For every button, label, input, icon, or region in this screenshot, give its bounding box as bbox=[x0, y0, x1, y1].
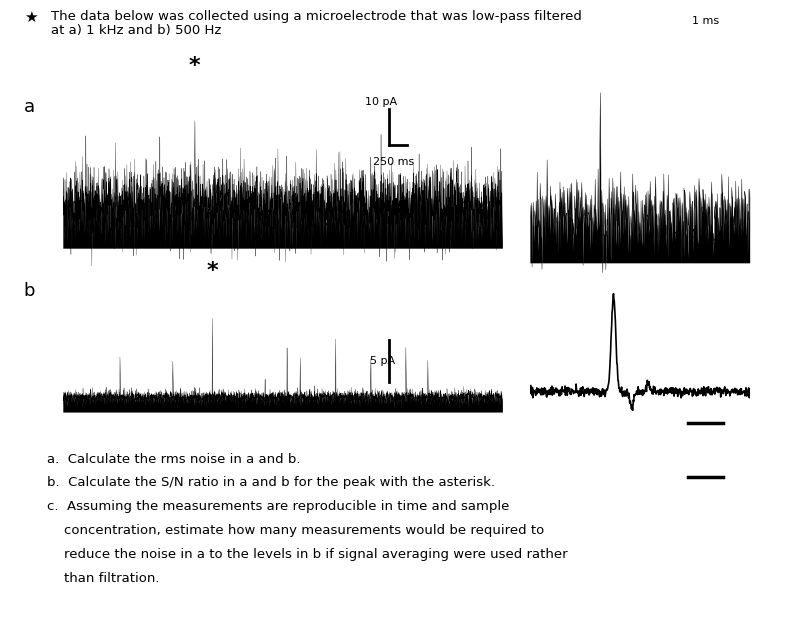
Text: at a) 1 kHz and b) 500 Hz: at a) 1 kHz and b) 500 Hz bbox=[51, 24, 221, 37]
Text: a.  Calculate the rms noise in a and b.: a. Calculate the rms noise in a and b. bbox=[47, 453, 301, 466]
Text: The data below was collected using a microelectrode that was low-pass filtered: The data below was collected using a mic… bbox=[51, 10, 582, 23]
Text: 5 pA: 5 pA bbox=[371, 356, 396, 366]
Text: 250 ms: 250 ms bbox=[374, 157, 414, 167]
Text: a: a bbox=[24, 98, 35, 116]
Text: b.  Calculate the S/N ratio in a and b for the peak with the asterisk.: b. Calculate the S/N ratio in a and b fo… bbox=[47, 476, 495, 489]
Text: 1 ms: 1 ms bbox=[692, 236, 719, 246]
Text: 10 pA: 10 pA bbox=[365, 97, 397, 106]
Text: ★: ★ bbox=[24, 10, 37, 25]
Text: *: * bbox=[206, 261, 218, 281]
Text: reduce the noise in a to the levels in b if signal averaging were used rather: reduce the noise in a to the levels in b… bbox=[47, 548, 568, 561]
Text: *: * bbox=[189, 56, 200, 76]
Text: concentration, estimate how many measurements would be required to: concentration, estimate how many measure… bbox=[47, 524, 544, 537]
Text: 1 ms: 1 ms bbox=[692, 16, 719, 25]
Text: c.  Assuming the measurements are reproducible in time and sample: c. Assuming the measurements are reprodu… bbox=[47, 500, 509, 513]
Text: than filtration.: than filtration. bbox=[47, 572, 159, 586]
Text: b: b bbox=[24, 282, 35, 299]
